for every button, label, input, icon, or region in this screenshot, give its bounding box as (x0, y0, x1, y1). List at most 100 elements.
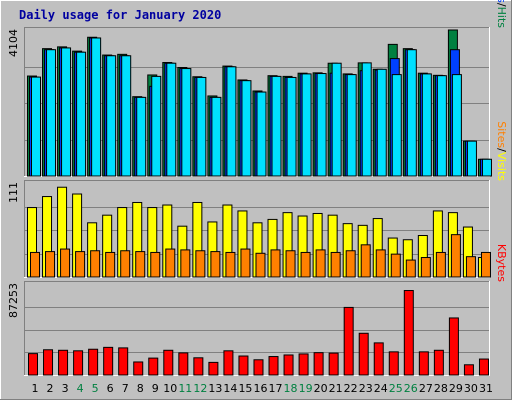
bar-sites (390, 253, 401, 278)
y-max-label: 4104 (7, 29, 20, 57)
x-tick-label: 15 (238, 382, 252, 395)
bar-kbytes (268, 356, 279, 376)
bar-pages (166, 62, 177, 177)
x-tick-label: 12 (193, 382, 207, 395)
bar-kbytes (298, 353, 309, 376)
bar-pages (466, 140, 477, 177)
bar-pages (316, 73, 327, 177)
bar-sites (120, 250, 131, 278)
x-tick-label: 10 (163, 382, 177, 395)
bar-sites (225, 251, 236, 278)
x-tick-label: 21 (329, 382, 343, 395)
bar-kbytes (223, 350, 234, 376)
bar-sites (360, 244, 371, 278)
bar-kbytes (103, 346, 114, 376)
bar-kbytes (358, 332, 369, 376)
x-tick-label: 26 (404, 382, 418, 395)
bar-kbytes (58, 349, 69, 376)
bar-pages (361, 62, 372, 177)
bar-kbytes (88, 348, 99, 376)
x-tick-label: 29 (449, 382, 463, 395)
x-tick-label: 25 (389, 382, 403, 395)
bar-kbytes (463, 364, 474, 376)
x-tick-label: 31 (479, 382, 493, 395)
bar-pages (91, 37, 102, 177)
bar-pages (406, 49, 417, 177)
bar-pages (106, 55, 117, 177)
x-tick-label: 23 (359, 382, 373, 395)
bar-kbytes (178, 352, 189, 376)
bar-sites (435, 251, 446, 278)
chart-title: Daily usage for January 2020 (19, 8, 221, 22)
x-tick-label: 5 (92, 382, 99, 395)
bar-pages (271, 75, 282, 177)
bar-pages (136, 96, 147, 177)
bar-sites (450, 234, 461, 278)
bar-sites (90, 250, 101, 278)
bar-kbytes (448, 317, 459, 376)
bar-sites (240, 248, 251, 278)
legend-kbytes: KBytes (495, 244, 508, 282)
bar-sites (30, 251, 40, 278)
bar-kbytes (478, 358, 489, 376)
bar-pages (301, 73, 312, 177)
bar-pages (391, 74, 402, 177)
bar-pages (151, 75, 162, 177)
panel-traffic: 4104 Pages/Files/Hits (7, 0, 508, 177)
bar-kbytes (418, 351, 429, 376)
x-tick-label: 4 (77, 382, 84, 395)
bar-sites (300, 251, 311, 278)
bar-pages (256, 91, 267, 177)
bar-kbytes (238, 355, 249, 376)
bar-kbytes (163, 349, 174, 376)
bar-sites (330, 251, 341, 278)
x-tick-label: 30 (464, 382, 478, 395)
x-tick-label: 16 (253, 382, 267, 395)
x-tick-label: 1 (32, 382, 39, 395)
legend-hits: Hits (495, 7, 508, 29)
bar-pages (421, 73, 432, 177)
bar-pages (211, 96, 222, 177)
bar-sites (150, 251, 161, 278)
panel-volume: 87253 KBytes (7, 244, 508, 376)
legend-sites: Sites (495, 121, 508, 148)
y-max-label: 111 (7, 182, 20, 203)
x-tick-label: 3 (62, 382, 69, 395)
x-tick-label: 20 (314, 382, 328, 395)
bar-kbytes (148, 357, 159, 376)
bar-pages (181, 68, 192, 177)
x-tick-label: 24 (374, 382, 388, 395)
bar-kbytes (373, 342, 384, 376)
bar-sites (105, 251, 116, 278)
bar-sites (165, 248, 176, 278)
bar-pages (451, 74, 462, 177)
bar-kbytes (253, 359, 264, 376)
x-tick-label: 18 (284, 382, 298, 395)
bar-pages (331, 62, 342, 177)
bar-pages (481, 158, 492, 177)
x-axis-labels: 1 2 3 4 5 6 7 8 9 10 11 12 13 14 15 16 17 18 19 20 21 22 23 24 2… (32, 382, 493, 395)
bar-pages (436, 75, 447, 177)
bar-pages (376, 68, 387, 177)
y-max-label: 87253 (7, 283, 20, 318)
bar-pages (346, 74, 357, 177)
panel-visitors: 111 Sites/Visits (7, 121, 508, 278)
bar-pages (241, 80, 252, 177)
bar-pages (46, 49, 57, 177)
legend-files: Files (495, 0, 508, 3)
bar-kbytes (43, 349, 54, 376)
legend-separator: / (495, 3, 508, 7)
bar-kbytes (193, 357, 204, 376)
x-tick-label: 27 (419, 382, 433, 395)
x-tick-label: 28 (434, 382, 448, 395)
bar-pages (121, 55, 132, 177)
bar-sites (45, 251, 56, 278)
x-tick-label: 8 (137, 382, 144, 395)
bar-kbytes (388, 351, 399, 376)
legend-traffic: Pages/Files/Hits (495, 0, 508, 28)
bar-sites (75, 251, 86, 278)
bar-sites (195, 250, 206, 278)
bar-pages (226, 66, 237, 177)
bar-kbytes (133, 361, 144, 376)
